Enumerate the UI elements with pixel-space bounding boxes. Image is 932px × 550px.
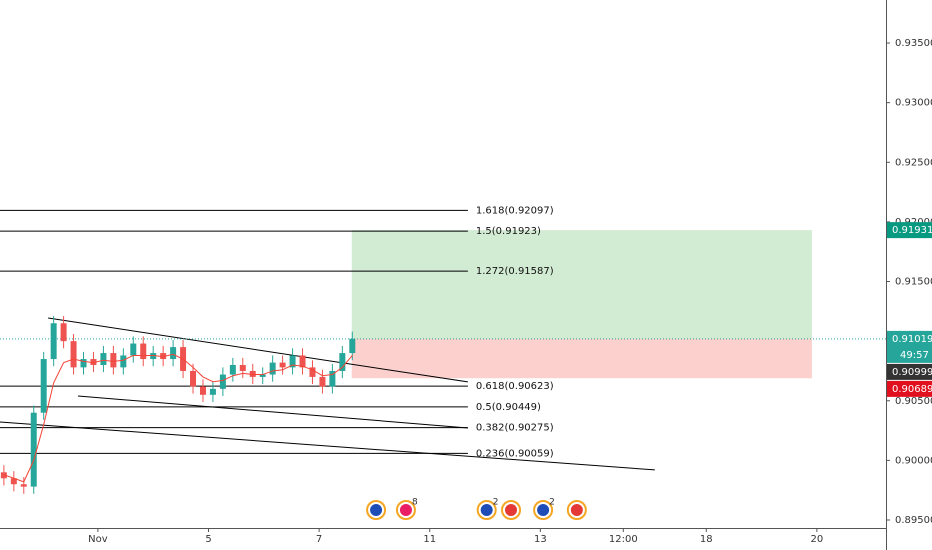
event-flag <box>537 504 550 516</box>
candle-body <box>229 364 236 375</box>
event-flag <box>480 504 493 516</box>
fib-label: 0.236(0.90059) <box>476 448 554 459</box>
event-badge: 8 <box>412 498 418 508</box>
candle-body <box>170 347 177 360</box>
candle-body <box>319 376 326 387</box>
candle-body <box>259 374 266 377</box>
x-tick-label: 12:00 <box>609 534 638 545</box>
candle-body <box>249 370 256 377</box>
x-tick-label: 7 <box>316 534 322 545</box>
trendline <box>0 421 655 471</box>
candle-body <box>150 353 157 360</box>
countdown: 49:57 <box>900 350 929 361</box>
candle-body <box>80 359 87 368</box>
event-badge: 2 <box>549 498 555 508</box>
candle-body <box>309 367 316 377</box>
candle-body <box>209 388 216 395</box>
candle-body <box>100 353 107 365</box>
candle-body <box>349 338 356 354</box>
event-icon: 8 <box>395 498 418 520</box>
candle-body <box>30 412 37 487</box>
x-tick-label: 5 <box>205 534 211 545</box>
candle-body <box>60 323 67 342</box>
event-flag <box>370 504 383 516</box>
candle-body <box>40 359 47 413</box>
event-flag <box>399 504 412 516</box>
candle-body <box>20 484 27 487</box>
candle-body <box>140 343 147 360</box>
event-flag <box>505 504 518 516</box>
price-tag-label: 0.91931 <box>892 225 932 236</box>
price-tag <box>887 363 932 380</box>
fib-label: 0.5(0.90449) <box>476 402 541 413</box>
event-icon <box>566 500 587 520</box>
price-tag <box>887 330 932 363</box>
y-tick-label: 0.89500 <box>895 515 932 526</box>
price-tag-label: 0.90999 <box>892 367 932 378</box>
trendline <box>48 317 468 383</box>
x-tick-label: 18 <box>700 534 713 545</box>
candle-body <box>130 343 137 356</box>
stop-zone <box>351 338 812 379</box>
candle-body <box>10 478 17 485</box>
candle-body <box>110 353 117 368</box>
price-tag <box>887 380 932 397</box>
event-icon <box>366 500 387 520</box>
candle-body <box>279 362 286 368</box>
candle-body <box>339 353 346 371</box>
x-tick-label: 11 <box>423 534 436 545</box>
candle-body <box>219 374 226 389</box>
event-icon: 2 <box>476 498 499 520</box>
event-flag <box>570 504 583 516</box>
event-icon <box>501 500 522 520</box>
candle-body <box>160 353 167 360</box>
target-zone <box>351 230 812 339</box>
axis-panel <box>886 0 932 550</box>
candle-body <box>50 323 57 360</box>
candle-body <box>299 355 306 368</box>
candle-body <box>269 362 276 375</box>
candle-body <box>190 370 197 387</box>
fib-label: 0.382(0.90275) <box>476 423 554 434</box>
candle-body <box>120 355 127 368</box>
candle-body <box>289 355 296 368</box>
fib-label: 1.5(0.91923) <box>476 226 541 237</box>
event-icon: 2 <box>533 498 555 520</box>
event-badge: 2 <box>493 498 499 508</box>
moving-average <box>3 353 353 483</box>
x-tick-label: 13 <box>534 534 547 545</box>
trendline <box>77 395 468 429</box>
fib-label: 0.618(0.90623) <box>476 381 554 392</box>
fib-label: 1.272(0.91587) <box>476 266 554 277</box>
candle-body <box>199 386 206 395</box>
x-tick-label: 20 <box>811 534 824 545</box>
candle-body <box>329 370 336 387</box>
candle-body <box>90 359 97 365</box>
price-tag-label: 0.91019 <box>892 334 932 345</box>
price-tag <box>887 222 932 239</box>
candle-body <box>70 341 77 368</box>
price-tag-label: 0.90689 <box>892 384 932 395</box>
candle-body <box>0 472 7 479</box>
fib-label: 1.618(0.92097) <box>476 205 554 216</box>
x-tick-label: Nov <box>88 534 108 545</box>
candle-body <box>239 364 246 371</box>
